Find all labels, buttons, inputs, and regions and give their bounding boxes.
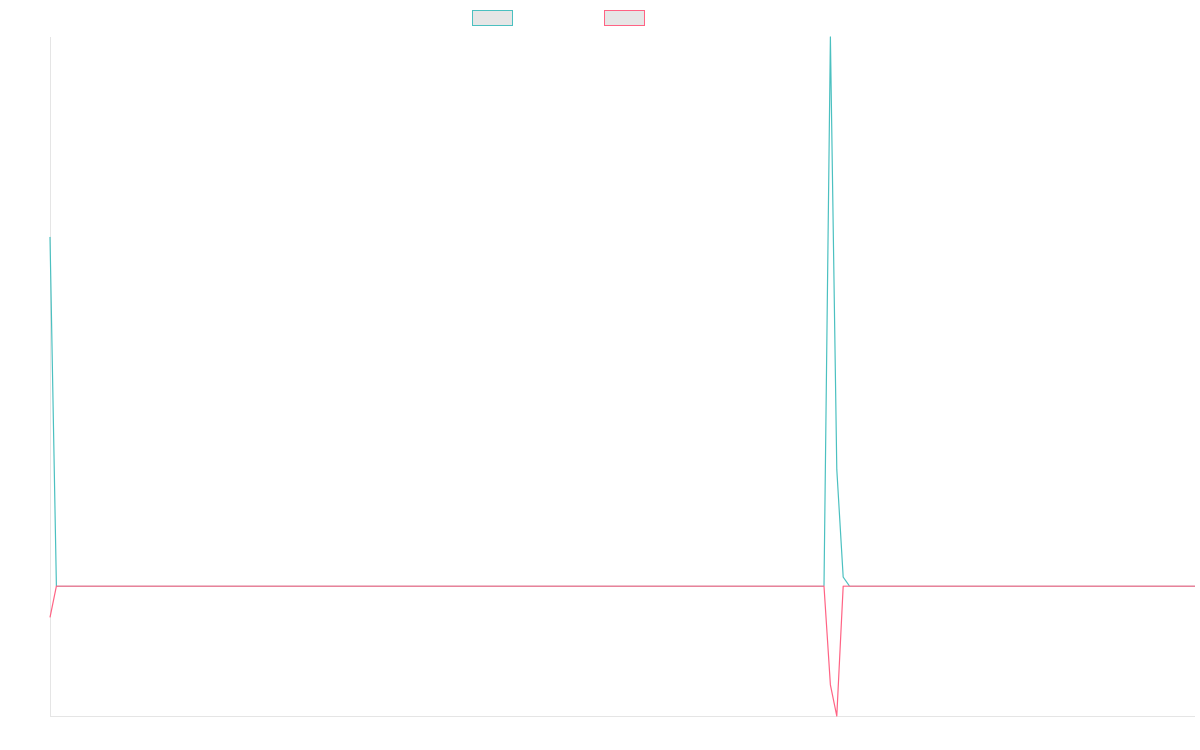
legend-swatch (472, 10, 513, 26)
legend-swatch (604, 10, 645, 26)
series-line (49, 36, 1195, 587)
series-line (49, 585, 1195, 717)
